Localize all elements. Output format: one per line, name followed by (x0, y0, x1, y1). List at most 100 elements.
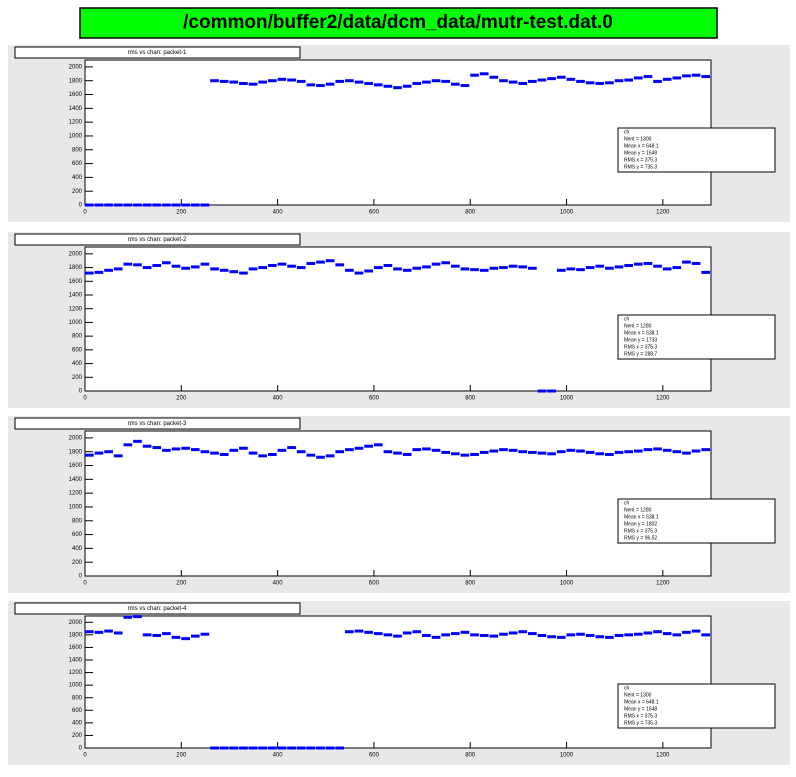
point (152, 446, 162, 450)
point (325, 259, 335, 263)
point (316, 84, 325, 88)
plot-title-box (14, 233, 301, 246)
point (595, 81, 605, 85)
point (316, 455, 325, 459)
point (412, 81, 422, 85)
y-tick-label: 1200 (69, 306, 83, 312)
point (595, 635, 605, 639)
point (537, 633, 547, 637)
point (450, 264, 460, 268)
stats-line: RMS x = 375.3 (624, 528, 657, 534)
point (682, 630, 691, 634)
point (508, 631, 518, 635)
point (643, 631, 653, 635)
point (354, 629, 364, 633)
point (123, 615, 133, 619)
point (190, 265, 200, 269)
point (450, 452, 460, 456)
y-tick-label: 200 (72, 733, 83, 739)
point (133, 263, 142, 267)
stats-line: Nent = 1300 (624, 136, 652, 142)
point (287, 78, 296, 82)
point (412, 448, 422, 452)
y-tick-label: 1000 (69, 683, 83, 689)
point (691, 629, 701, 633)
x-tick-label: 0 (83, 581, 87, 587)
point (643, 261, 653, 265)
point (508, 80, 518, 84)
plot-frame (84, 246, 712, 392)
point (605, 266, 614, 270)
point (528, 450, 537, 454)
point (306, 261, 316, 265)
stats-line: Mean y = 1802 (624, 521, 657, 527)
y-tick-label: 0 (79, 746, 83, 752)
y-tick-label: 200 (72, 375, 83, 381)
point (576, 449, 585, 453)
point (229, 80, 239, 84)
point (325, 454, 335, 458)
point (248, 267, 258, 271)
point (479, 72, 489, 76)
point (85, 630, 94, 634)
point (210, 746, 219, 750)
point (345, 79, 354, 83)
point (142, 203, 152, 207)
y-tick-label: 400 (72, 546, 83, 552)
point (441, 79, 451, 83)
point (479, 633, 489, 637)
stats-line: RMS x = 375.3 (624, 344, 657, 350)
point (354, 446, 364, 450)
point (431, 448, 441, 452)
y-tick-label: 1600 (69, 645, 83, 651)
point (277, 448, 287, 452)
point (518, 630, 528, 634)
point (566, 77, 576, 81)
y-tick-label: 600 (72, 532, 83, 538)
point (181, 637, 190, 641)
y-tick-label: 400 (72, 361, 83, 367)
x-tick-label: 0 (83, 396, 87, 402)
point (316, 746, 325, 750)
y-tick-label: 800 (72, 518, 83, 524)
point (402, 84, 412, 88)
point (595, 264, 605, 268)
x-tick-label: 1200 (656, 396, 670, 402)
y-tick-label: 400 (72, 720, 83, 726)
title-box (79, 7, 718, 39)
x-tick-label: 600 (369, 210, 380, 216)
point (248, 746, 258, 750)
point (431, 262, 441, 266)
point (142, 444, 152, 448)
stats-line: RMS y = 735.3 (624, 720, 657, 726)
point (383, 450, 393, 454)
plot-title: rms vs chan: packet-4 (128, 606, 187, 612)
stats-line: Mean y = 1733 (624, 337, 657, 343)
point (528, 79, 537, 83)
point (528, 632, 537, 636)
point (277, 746, 287, 750)
y-tick-label: 2000 (69, 251, 83, 257)
point (162, 203, 171, 207)
point (402, 631, 412, 635)
point (133, 439, 142, 443)
point (229, 448, 239, 452)
point (190, 634, 200, 638)
point (441, 633, 451, 637)
y-tick-label: 0 (79, 574, 83, 580)
point (691, 449, 701, 453)
point (441, 450, 451, 454)
point (393, 267, 402, 271)
point (162, 632, 171, 636)
stats-line: RMS x = 375.3 (624, 157, 657, 163)
x-tick-label: 800 (465, 581, 476, 587)
point (219, 452, 229, 456)
y-tick-label: 600 (72, 708, 83, 714)
point (364, 444, 373, 448)
point (682, 74, 691, 78)
point (556, 450, 566, 454)
point (85, 203, 94, 207)
point (547, 635, 556, 639)
point (85, 271, 94, 275)
